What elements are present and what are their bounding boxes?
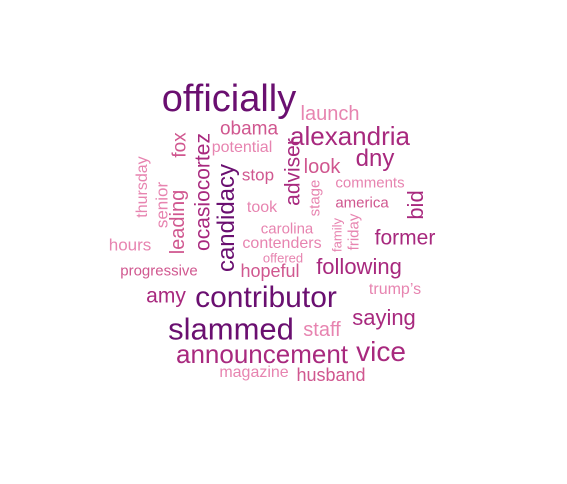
word-staff: staff — [303, 319, 341, 341]
word-magazine: magazine — [219, 364, 289, 381]
word-dny: dny — [355, 145, 395, 172]
word-america: america — [335, 194, 389, 212]
word-candidacy: candidacy — [213, 163, 240, 273]
word-stage: stage — [306, 179, 324, 217]
word-adviser: adviser — [281, 138, 305, 206]
word-friday: friday — [345, 213, 363, 251]
word-former: former — [374, 226, 436, 250]
word-contributor: contributor — [195, 281, 337, 314]
word-slammed: slammed — [168, 311, 294, 347]
word-ocasiocortez: ocasiocortez — [191, 133, 215, 251]
word-took: took — [246, 199, 278, 216]
word-bid: bid — [403, 190, 428, 220]
word-fox: fox — [169, 132, 191, 158]
word-contenders: contenders — [242, 235, 322, 252]
word-officially: officially — [161, 78, 297, 120]
word-following: following — [316, 254, 402, 279]
word-offered: offered — [262, 250, 304, 266]
word-stop: stop — [241, 165, 275, 185]
word-announcement: announcement — [175, 339, 349, 369]
word-thursday: thursday — [134, 156, 151, 218]
word-look: look — [303, 156, 341, 178]
word-obama: obama — [219, 118, 279, 140]
word-alexandria: alexandria — [290, 121, 410, 151]
word-hopeful: hopeful — [240, 261, 300, 281]
word-vice: vice — [356, 336, 406, 367]
word-hours: hours — [108, 235, 152, 255]
word-amy: amy — [146, 284, 186, 308]
word-potential: potential — [211, 139, 273, 156]
word-trumps: trump’s — [368, 281, 422, 298]
word-progressive: progressive — [120, 262, 198, 280]
word-husband: husband — [296, 365, 366, 385]
word-comments: comments — [335, 174, 405, 192]
word-carolina: carolina — [260, 220, 314, 238]
word-launch: launch — [300, 103, 360, 125]
word-saying: saying — [352, 305, 416, 330]
word-leading: leading — [167, 189, 189, 255]
word-family: family — [329, 218, 345, 252]
